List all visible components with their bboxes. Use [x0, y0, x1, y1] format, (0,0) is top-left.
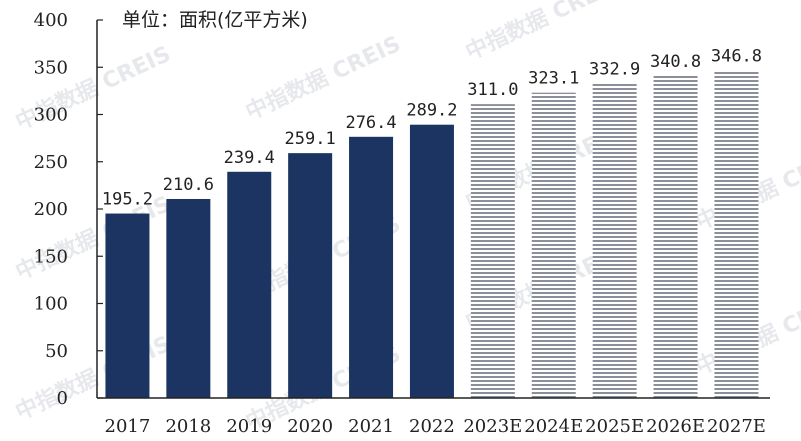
forecast-bar — [592, 83, 637, 399]
watermark-text: 中指数据 CREIS — [242, 31, 405, 125]
x-tick-label: 2027E — [707, 416, 766, 437]
x-tick-label: 2017 — [105, 416, 151, 437]
x-tick-label: 2018 — [165, 416, 211, 437]
bar — [349, 136, 394, 398]
x-tick-label: 2024E — [524, 416, 583, 437]
bar — [105, 213, 150, 398]
watermark-text: 中指数据 CREIS — [462, 0, 625, 65]
bar — [288, 153, 333, 398]
forecast-bar — [714, 70, 759, 399]
data-label: 340.8 — [650, 52, 701, 72]
x-tick-label: 2025E — [585, 416, 644, 437]
y-axis: 0 50 100 150 200 250 300 350 400 — [34, 10, 103, 409]
x-tick-label: 2020 — [287, 416, 333, 437]
x-tick-label: 2021 — [348, 416, 394, 437]
x-tick-label: 2023E — [463, 416, 522, 437]
data-label: 323.1 — [528, 69, 579, 89]
watermark-text: 中指数据 CREIS — [12, 331, 175, 425]
unit-label: 单位：面积(亿平方米) — [122, 9, 308, 31]
forecast-bar — [653, 75, 698, 398]
forecast-bar — [531, 92, 576, 398]
y-tick-label: 0 — [57, 388, 68, 409]
bar — [227, 171, 272, 398]
data-label: 239.4 — [224, 148, 275, 168]
x-tick-label: 2026E — [646, 416, 705, 437]
x-tick-label: 2019 — [226, 416, 272, 437]
x-tick-label: 2022 — [409, 416, 455, 437]
data-label: 195.2 — [102, 190, 153, 210]
y-tick-label: 350 — [34, 57, 68, 78]
y-tick-label: 100 — [34, 294, 68, 315]
x-axis: 2017 2018 2019 2020 2021 2022 2023E 2024E 2025E 2… — [97, 397, 770, 437]
y-tick-label: 250 — [34, 152, 68, 173]
bar — [166, 198, 211, 398]
data-label: 210.6 — [163, 175, 214, 195]
y-tick-label: 50 — [45, 341, 68, 362]
y-tick-label: 300 — [34, 105, 68, 126]
data-label: 346.8 — [711, 46, 762, 66]
y-tick-label: 400 — [34, 10, 68, 31]
y-tick-label: 150 — [34, 246, 68, 267]
data-label: 332.9 — [589, 59, 640, 79]
data-label: 289.2 — [406, 101, 457, 121]
data-label: 259.1 — [285, 129, 336, 149]
data-label: 276.4 — [345, 113, 396, 133]
forecast-bar — [470, 104, 515, 398]
y-tick-label: 200 — [34, 199, 68, 220]
data-label: 311.0 — [467, 80, 518, 100]
bars-group: 195.2 210.6 239.4 259.1 276.4 289.2 311.0 323.1… — [102, 46, 762, 399]
bar — [409, 124, 454, 399]
